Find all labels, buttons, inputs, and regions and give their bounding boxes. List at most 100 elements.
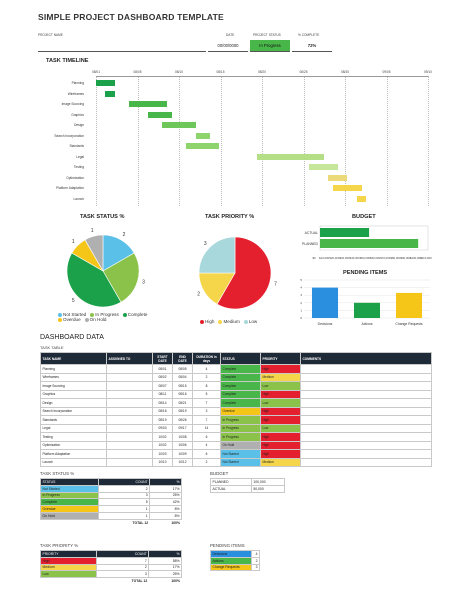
table-cell[interactable]: 6 <box>192 432 221 442</box>
table-cell[interactable]: Complete <box>220 364 261 374</box>
table-cell[interactable]: Complete <box>220 389 261 399</box>
table-cell[interactable] <box>300 423 432 433</box>
table-cell[interactable]: 08/01 <box>152 364 173 374</box>
table-cell[interactable]: High <box>260 432 301 442</box>
table-cell[interactable]: 10/10 <box>152 457 173 467</box>
table-cell[interactable]: Standards <box>40 415 107 425</box>
table-cell[interactable]: Search Incorporation <box>40 406 107 416</box>
table-cell[interactable] <box>106 389 153 399</box>
table-cell[interactable] <box>300 381 432 391</box>
column-header[interactable]: STATUS <box>220 352 261 365</box>
table-row[interactable]: Design 08/14 08/21 7 Complete Low <box>40 398 432 408</box>
table-row[interactable]: Wireframes 08/02 08/04 2 Complete Medium <box>40 372 432 382</box>
table-cell[interactable]: Not Started <box>220 457 261 467</box>
column-header[interactable]: DURATION in days <box>192 352 221 365</box>
table-cell[interactable] <box>300 372 432 382</box>
table-cell[interactable] <box>300 440 432 450</box>
column-header[interactable]: END DATE <box>172 352 193 365</box>
table-cell[interactable]: 10/12 <box>172 457 193 467</box>
table-row[interactable]: Legal 09/03 09/17 14 In Progress Low <box>40 423 432 433</box>
column-header[interactable]: START DATE <box>152 352 173 365</box>
table-cell[interactable]: 08/26 <box>172 415 193 425</box>
table-cell[interactable]: High <box>260 449 301 459</box>
table-cell[interactable] <box>106 415 153 425</box>
column-header[interactable]: COMMENTS <box>300 352 432 365</box>
table-cell[interactable]: In Progress <box>220 415 261 425</box>
table-cell[interactable]: 4 <box>192 440 221 450</box>
table-row[interactable]: Planning 08/01 08/05 4 Complete High <box>40 364 432 374</box>
table-cell[interactable] <box>106 440 153 450</box>
table-row[interactable]: Search Incorporation 08/16 08/19 3 Overdue Hi… <box>40 406 432 416</box>
table-cell[interactable] <box>106 381 153 391</box>
table-row[interactable]: Optimization 10/02 10/06 4 On Hold High <box>40 440 432 450</box>
table-cell[interactable] <box>106 432 153 442</box>
table-cell[interactable]: 2 <box>192 372 221 382</box>
table-cell[interactable]: 08/16 <box>172 389 193 399</box>
table-row[interactable]: Platform Adaptation 10/03 10/09 6 Not Starte… <box>40 449 432 459</box>
table-cell[interactable] <box>300 415 432 425</box>
table-cell[interactable] <box>300 449 432 459</box>
table-cell[interactable]: 8 <box>192 381 221 391</box>
table-cell[interactable]: Optimization <box>40 440 107 450</box>
date-field[interactable]: 00/00/0000 <box>208 40 248 52</box>
table-cell[interactable]: 2 <box>192 457 221 467</box>
table-cell[interactable]: Launch <box>40 457 107 467</box>
table-cell[interactable]: Graphics <box>40 389 107 399</box>
table-cell[interactable] <box>106 449 153 459</box>
table-cell[interactable] <box>106 406 153 416</box>
table-cell[interactable]: On Hold <box>220 440 261 450</box>
table-cell[interactable]: Medium <box>260 372 301 382</box>
table-row[interactable]: Graphics 08/11 08/16 5 Complete High <box>40 389 432 399</box>
table-cell[interactable]: Testing <box>40 432 107 442</box>
table-cell[interactable]: High <box>260 406 301 416</box>
table-cell[interactable]: Complete <box>220 381 261 391</box>
table-cell[interactable]: 08/19 <box>152 415 173 425</box>
table-cell[interactable]: 08/19 <box>172 406 193 416</box>
table-cell[interactable]: Legal <box>40 423 107 433</box>
table-cell[interactable]: Image Sourcing <box>40 381 107 391</box>
table-row[interactable]: Image Sourcing 08/07 08/15 8 Complete Low <box>40 381 432 391</box>
table-cell[interactable]: Planning <box>40 364 107 374</box>
column-header[interactable]: ASSIGNED TO <box>106 352 153 365</box>
table-cell[interactable]: 3 <box>192 406 221 416</box>
table-cell[interactable]: 4 <box>192 364 221 374</box>
table-cell[interactable]: 08/04 <box>172 372 193 382</box>
table-cell[interactable]: High <box>260 389 301 399</box>
column-header[interactable]: TASK NAME <box>40 352 107 365</box>
column-header[interactable]: PRIORITY <box>260 352 301 365</box>
table-cell[interactable]: 08/05 <box>172 364 193 374</box>
table-row[interactable]: Standards 08/19 08/26 7 In Progress High <box>40 415 432 425</box>
table-cell[interactable]: Design <box>40 398 107 408</box>
table-cell[interactable]: 10/03 <box>152 449 173 459</box>
table-cell[interactable]: 10/08 <box>172 432 193 442</box>
table-cell[interactable]: In Progress <box>220 423 261 433</box>
table-cell[interactable]: 10/09 <box>172 449 193 459</box>
table-cell[interactable] <box>106 398 153 408</box>
table-cell[interactable]: 10/06 <box>172 440 193 450</box>
table-cell[interactable]: High <box>260 440 301 450</box>
table-cell[interactable] <box>106 457 153 467</box>
table-cell[interactable]: 09/03 <box>152 423 173 433</box>
table-cell[interactable] <box>300 457 432 467</box>
table-cell[interactable] <box>300 432 432 442</box>
table-cell[interactable]: Low <box>260 423 301 433</box>
table-cell[interactable]: 7 <box>192 415 221 425</box>
table-cell[interactable]: 14 <box>192 423 221 433</box>
table-cell[interactable]: 08/11 <box>152 389 173 399</box>
table-cell[interactable]: 5 <box>192 389 221 399</box>
table-cell[interactable] <box>106 423 153 433</box>
table-cell[interactable] <box>300 364 432 374</box>
table-cell[interactable] <box>106 372 153 382</box>
table-cell[interactable]: 08/02 <box>152 372 173 382</box>
complete-field[interactable]: 72% <box>292 40 332 52</box>
table-cell[interactable]: 08/07 <box>152 381 173 391</box>
table-cell[interactable] <box>300 406 432 416</box>
table-cell[interactable]: In Progress <box>220 432 261 442</box>
table-cell[interactable] <box>300 398 432 408</box>
table-cell[interactable]: High <box>260 415 301 425</box>
table-cell[interactable]: Medium <box>260 457 301 467</box>
table-cell[interactable]: 10/02 <box>152 432 173 442</box>
project-name-field[interactable] <box>38 40 206 52</box>
table-cell[interactable]: 08/14 <box>152 398 173 408</box>
table-cell[interactable]: 6 <box>192 449 221 459</box>
